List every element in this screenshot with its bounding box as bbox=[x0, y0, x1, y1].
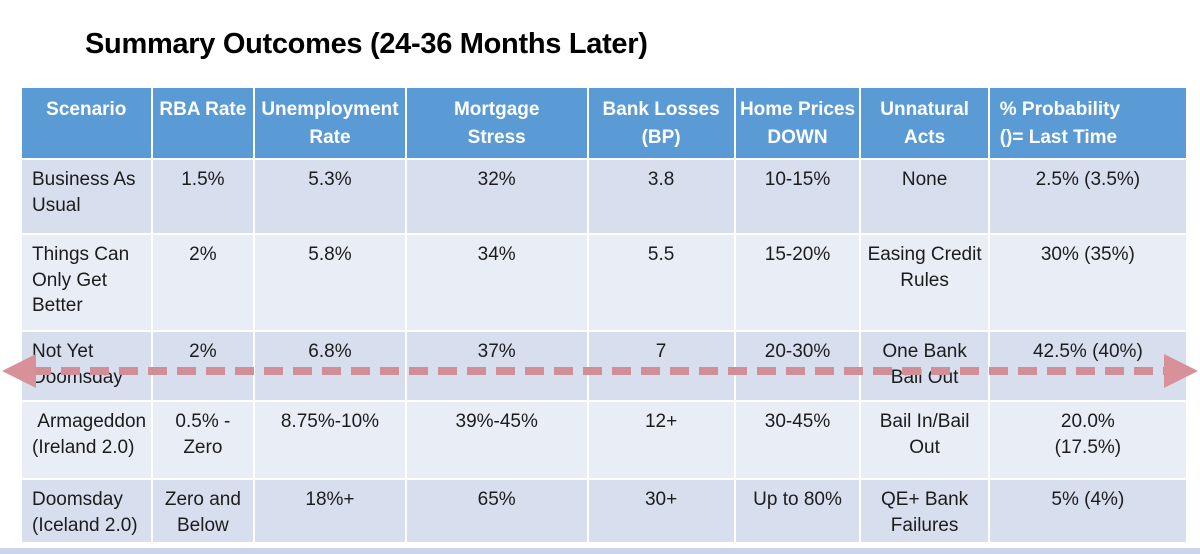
cell-unnatural-acts: None bbox=[861, 160, 990, 235]
cell-probability: 5% (4%) bbox=[989, 480, 1188, 544]
cell-mortgage-stress: 37% bbox=[406, 332, 589, 402]
cell-unnatural-acts: Bail In/Bail Out bbox=[861, 402, 990, 480]
cell-probability: 20.0% (17.5%) bbox=[989, 402, 1188, 480]
cell-scenario: Armageddon (Ireland 2.0) bbox=[22, 402, 153, 480]
column-header-home-prices-down: Home Prices DOWN bbox=[735, 88, 862, 160]
cell-unemployment: 6.8% bbox=[255, 332, 407, 402]
cell-rba-rate: Zero and Below bbox=[152, 480, 256, 544]
table-row-not-yet-doomsday: Not Yet Doomsday 2% 6.8% 37% 7 20-30% On… bbox=[22, 332, 1188, 402]
cell-home-prices: 30-45% bbox=[735, 402, 862, 480]
cell-bank-losses: 3.8 bbox=[588, 160, 736, 235]
cell-bank-losses: 30+ bbox=[588, 480, 736, 544]
cell-bank-losses: 7 bbox=[588, 332, 736, 402]
cell-probability: 2.5% (3.5%) bbox=[989, 160, 1188, 235]
cell-unnatural-acts: Easing Credit Rules bbox=[861, 235, 990, 332]
cell-unnatural-acts: QE+ Bank Failures bbox=[861, 480, 990, 544]
cell-rba-rate: 0.5% - Zero bbox=[152, 402, 256, 480]
cell-mortgage-stress: 34% bbox=[406, 235, 589, 332]
cell-rba-rate: 2% bbox=[152, 235, 256, 332]
cell-home-prices: Up to 80% bbox=[735, 480, 862, 544]
table-row-business-as-usual: Business As Usual 1.5% 5.3% 32% 3.8 10-1… bbox=[22, 160, 1188, 235]
table-row-things-can-only-get-better: Things Can Only Get Better 2% 5.8% 34% 5… bbox=[22, 235, 1188, 332]
summary-outcomes-table: Scenario RBA Rate Unemployment Rate Mort… bbox=[22, 88, 1188, 544]
column-header-bank-losses: Bank Losses (BP) bbox=[588, 88, 736, 160]
cell-unemployment: 5.8% bbox=[255, 235, 407, 332]
column-header-mortgage-stress: Mortgage Stress bbox=[406, 88, 589, 160]
cell-mortgage-stress: 65% bbox=[406, 480, 589, 544]
cell-unemployment: 8.75%-10% bbox=[255, 402, 407, 480]
cell-mortgage-stress: 39%-45% bbox=[406, 402, 589, 480]
column-header-probability: % Probability ()= Last Time bbox=[989, 88, 1188, 160]
cell-mortgage-stress: 32% bbox=[406, 160, 589, 235]
column-header-unemployment-rate: Unemployment Rate bbox=[255, 88, 407, 160]
cell-bank-losses: 5.5 bbox=[588, 235, 736, 332]
column-header-rba-rate: RBA Rate bbox=[152, 88, 256, 160]
cell-home-prices: 15-20% bbox=[735, 235, 862, 332]
cell-probability: 30% (35%) bbox=[989, 235, 1188, 332]
bottom-strip bbox=[0, 548, 1200, 554]
table-header-row: Scenario RBA Rate Unemployment Rate Mort… bbox=[22, 88, 1188, 160]
column-header-scenario: Scenario bbox=[22, 88, 153, 160]
cell-home-prices: 20-30% bbox=[735, 332, 862, 402]
cell-probability: 42.5% (40%) bbox=[989, 332, 1188, 402]
cell-scenario: Things Can Only Get Better bbox=[22, 235, 153, 332]
cell-unemployment: 18%+ bbox=[255, 480, 407, 544]
cell-scenario: Doomsday (Iceland 2.0) bbox=[22, 480, 153, 544]
page-title: Summary Outcomes (24-36 Months Later) bbox=[85, 28, 648, 60]
cell-rba-rate: 1.5% bbox=[152, 160, 256, 235]
cell-scenario: Business As Usual bbox=[22, 160, 153, 235]
table-row-armageddon: Armageddon (Ireland 2.0) 0.5% - Zero 8.7… bbox=[22, 402, 1188, 480]
cell-bank-losses: 12+ bbox=[588, 402, 736, 480]
column-header-unnatural-acts: Unnatural Acts bbox=[861, 88, 990, 160]
cell-unnatural-acts: One Bank Bail Out bbox=[861, 332, 990, 402]
cell-unemployment: 5.3% bbox=[255, 160, 407, 235]
table-row-doomsday: Doomsday (Iceland 2.0) Zero and Below 18… bbox=[22, 480, 1188, 544]
cell-scenario: Not Yet Doomsday bbox=[22, 332, 153, 402]
cell-home-prices: 10-15% bbox=[735, 160, 862, 235]
cell-rba-rate: 2% bbox=[152, 332, 256, 402]
